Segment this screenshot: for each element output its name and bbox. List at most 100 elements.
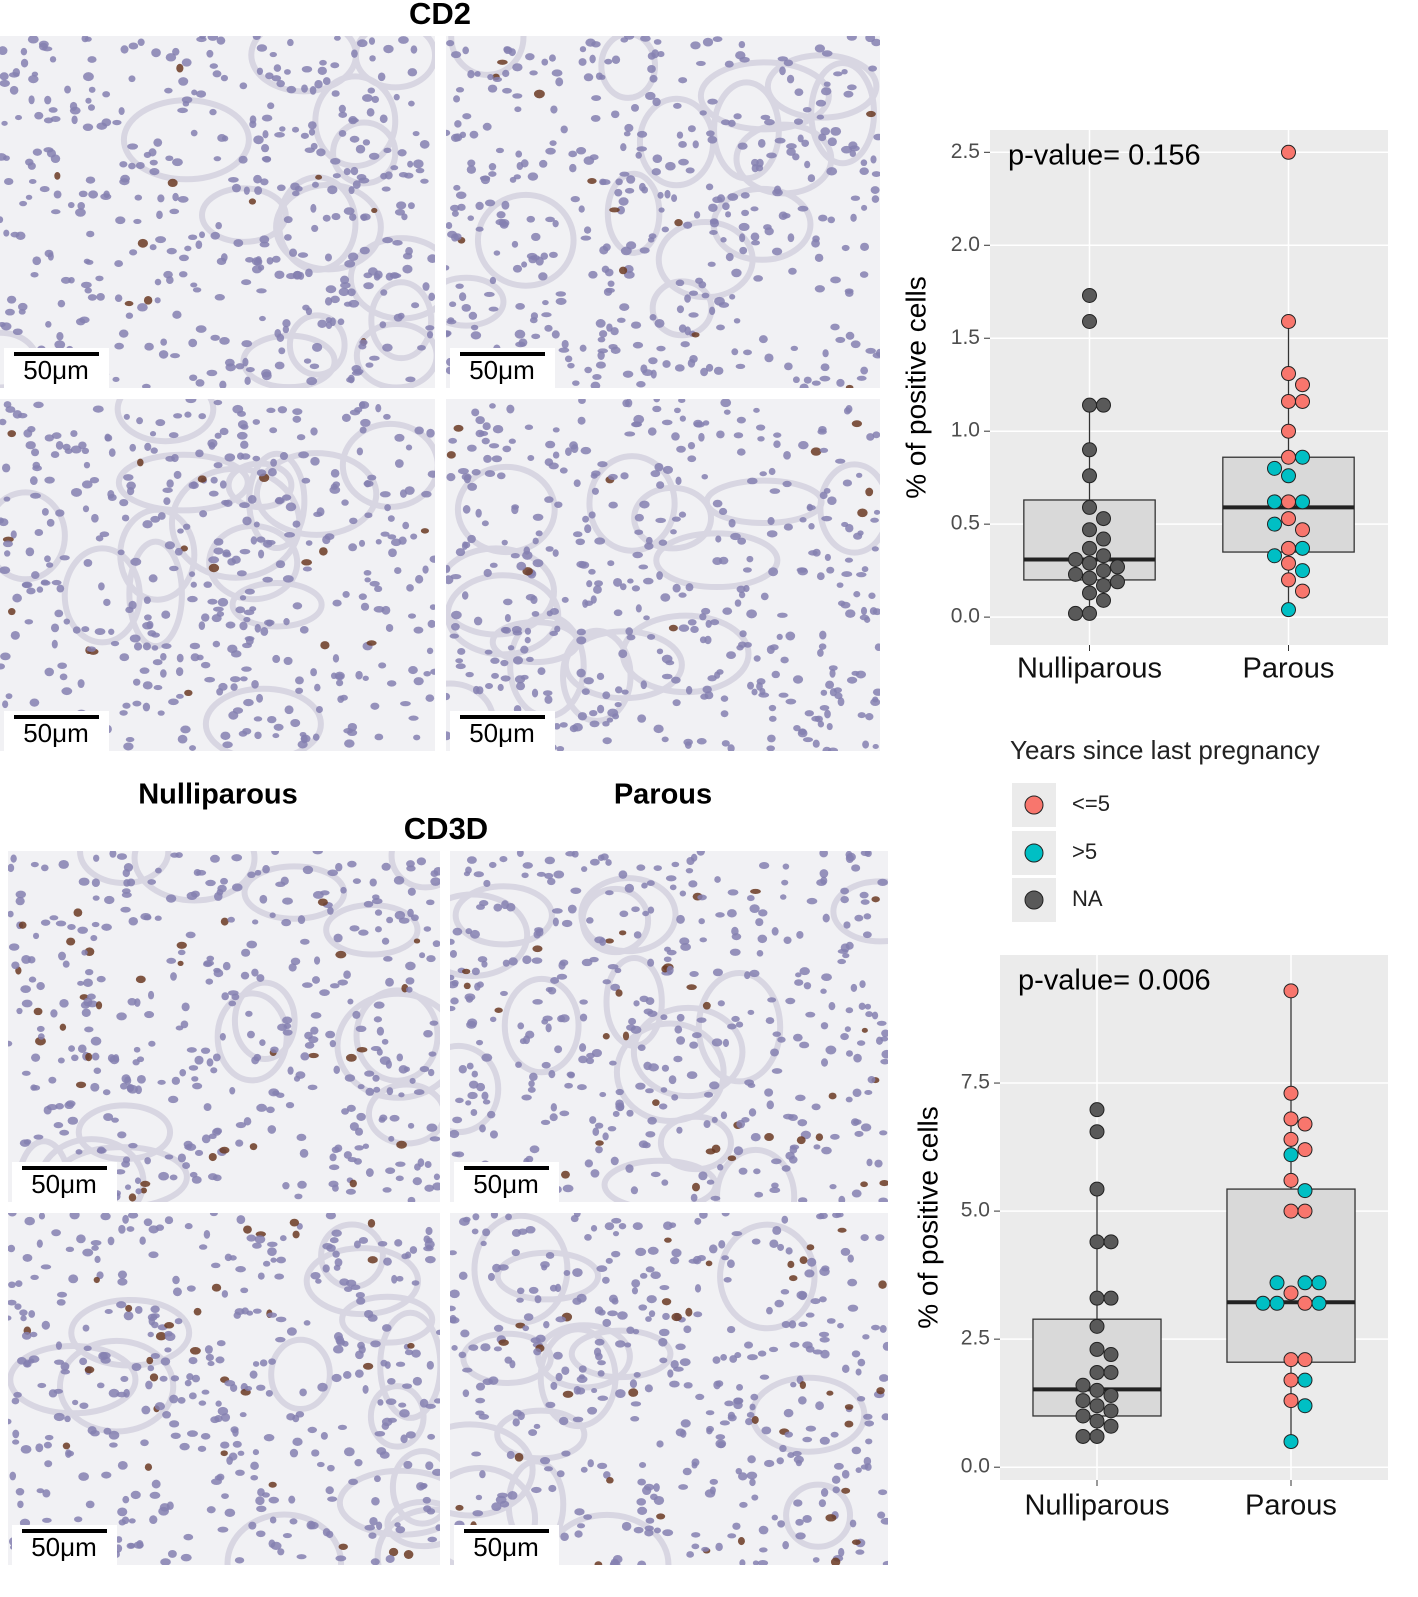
point [1096, 592, 1111, 608]
nucleus [272, 654, 281, 664]
nucleus [626, 634, 636, 641]
nucleus [580, 446, 592, 455]
nucleus [693, 211, 701, 219]
nucleus [786, 148, 796, 156]
nucleus [18, 302, 28, 311]
nucleus [215, 1356, 225, 1364]
nucleus [799, 383, 809, 388]
nucleus [611, 55, 621, 64]
nucleus [206, 955, 215, 962]
nucleus [40, 1264, 52, 1270]
nucleus [833, 71, 843, 77]
nucleus [247, 871, 256, 879]
nucleus [788, 1155, 798, 1164]
nucleus [648, 1310, 656, 1318]
nucleus [383, 44, 394, 54]
nucleus [613, 577, 623, 587]
nucleus [39, 186, 50, 193]
nucleus [75, 1149, 83, 1155]
nucleus [733, 318, 741, 324]
nucleus [861, 1027, 868, 1033]
point [1082, 468, 1097, 484]
nucleus [713, 1380, 721, 1390]
nucleus [600, 179, 611, 186]
nucleus [782, 863, 790, 870]
nucleus [221, 1493, 229, 1499]
nucleus [208, 1173, 218, 1181]
nucleus [676, 1126, 683, 1134]
nucleus [619, 930, 627, 936]
nucleus [381, 1038, 389, 1045]
nucleus [450, 938, 455, 945]
nucleus [335, 1555, 347, 1562]
stroma [631, 484, 715, 552]
nucleus [266, 407, 276, 414]
nucleus [380, 289, 388, 296]
nucleus [726, 651, 737, 660]
nucleus [133, 1541, 144, 1549]
nucleus [71, 115, 78, 125]
nucleus [56, 584, 65, 593]
nucleus [213, 538, 224, 546]
nucleus [249, 1370, 258, 1379]
nucleus [15, 1280, 23, 1287]
nucleus [177, 195, 189, 203]
nucleus [843, 921, 851, 929]
nucleus [377, 72, 386, 82]
nucleus [279, 1235, 287, 1242]
nucleus [595, 1352, 603, 1361]
nucleus [3, 496, 11, 502]
nucleus [734, 1352, 742, 1359]
nucleus [92, 895, 100, 901]
nucleus [717, 1000, 725, 1007]
nucleus [123, 1311, 134, 1321]
nucleus [133, 218, 142, 224]
nucleus [422, 282, 430, 291]
nucleus [841, 1364, 850, 1374]
nucleus [67, 1116, 79, 1125]
nucleus [143, 596, 151, 604]
nucleus [851, 420, 863, 428]
nucleus [802, 1436, 813, 1443]
nucleus [450, 133, 461, 142]
nucleus [678, 592, 687, 598]
nucleus [234, 1557, 245, 1564]
nucleus [68, 1274, 79, 1284]
nucleus [648, 357, 658, 365]
nucleus [304, 1031, 313, 1040]
nucleus [759, 1547, 768, 1553]
nucleus [242, 642, 252, 649]
nucleus [319, 547, 328, 556]
nucleus [276, 184, 286, 192]
nucleus [60, 1369, 70, 1375]
nucleus [7, 430, 16, 438]
nucleus [303, 1320, 311, 1326]
nucleus [846, 676, 858, 684]
nucleus [220, 917, 229, 926]
nucleus [642, 1486, 652, 1496]
nucleus [185, 1143, 197, 1151]
point [1283, 1285, 1299, 1301]
nucleus [333, 1065, 341, 1074]
nucleus [256, 693, 264, 703]
nucleus [385, 977, 394, 987]
nucleus [554, 501, 563, 508]
nucleus [810, 447, 822, 456]
nucleus [331, 1146, 340, 1154]
nucleus [671, 516, 681, 522]
nucleus [522, 550, 533, 560]
nucleus [595, 361, 606, 369]
nucleus [666, 949, 677, 956]
nucleus [815, 1401, 824, 1411]
nucleus [54, 171, 61, 180]
nucleus [588, 270, 598, 279]
nucleus [840, 887, 849, 895]
nucleus [771, 1158, 782, 1165]
nucleus [532, 537, 539, 545]
nucleus [472, 1510, 484, 1517]
nucleus [425, 1256, 436, 1264]
nucleus [344, 260, 356, 268]
nucleus [572, 722, 583, 732]
nucleus [85, 1052, 93, 1062]
nucleus [446, 265, 450, 271]
